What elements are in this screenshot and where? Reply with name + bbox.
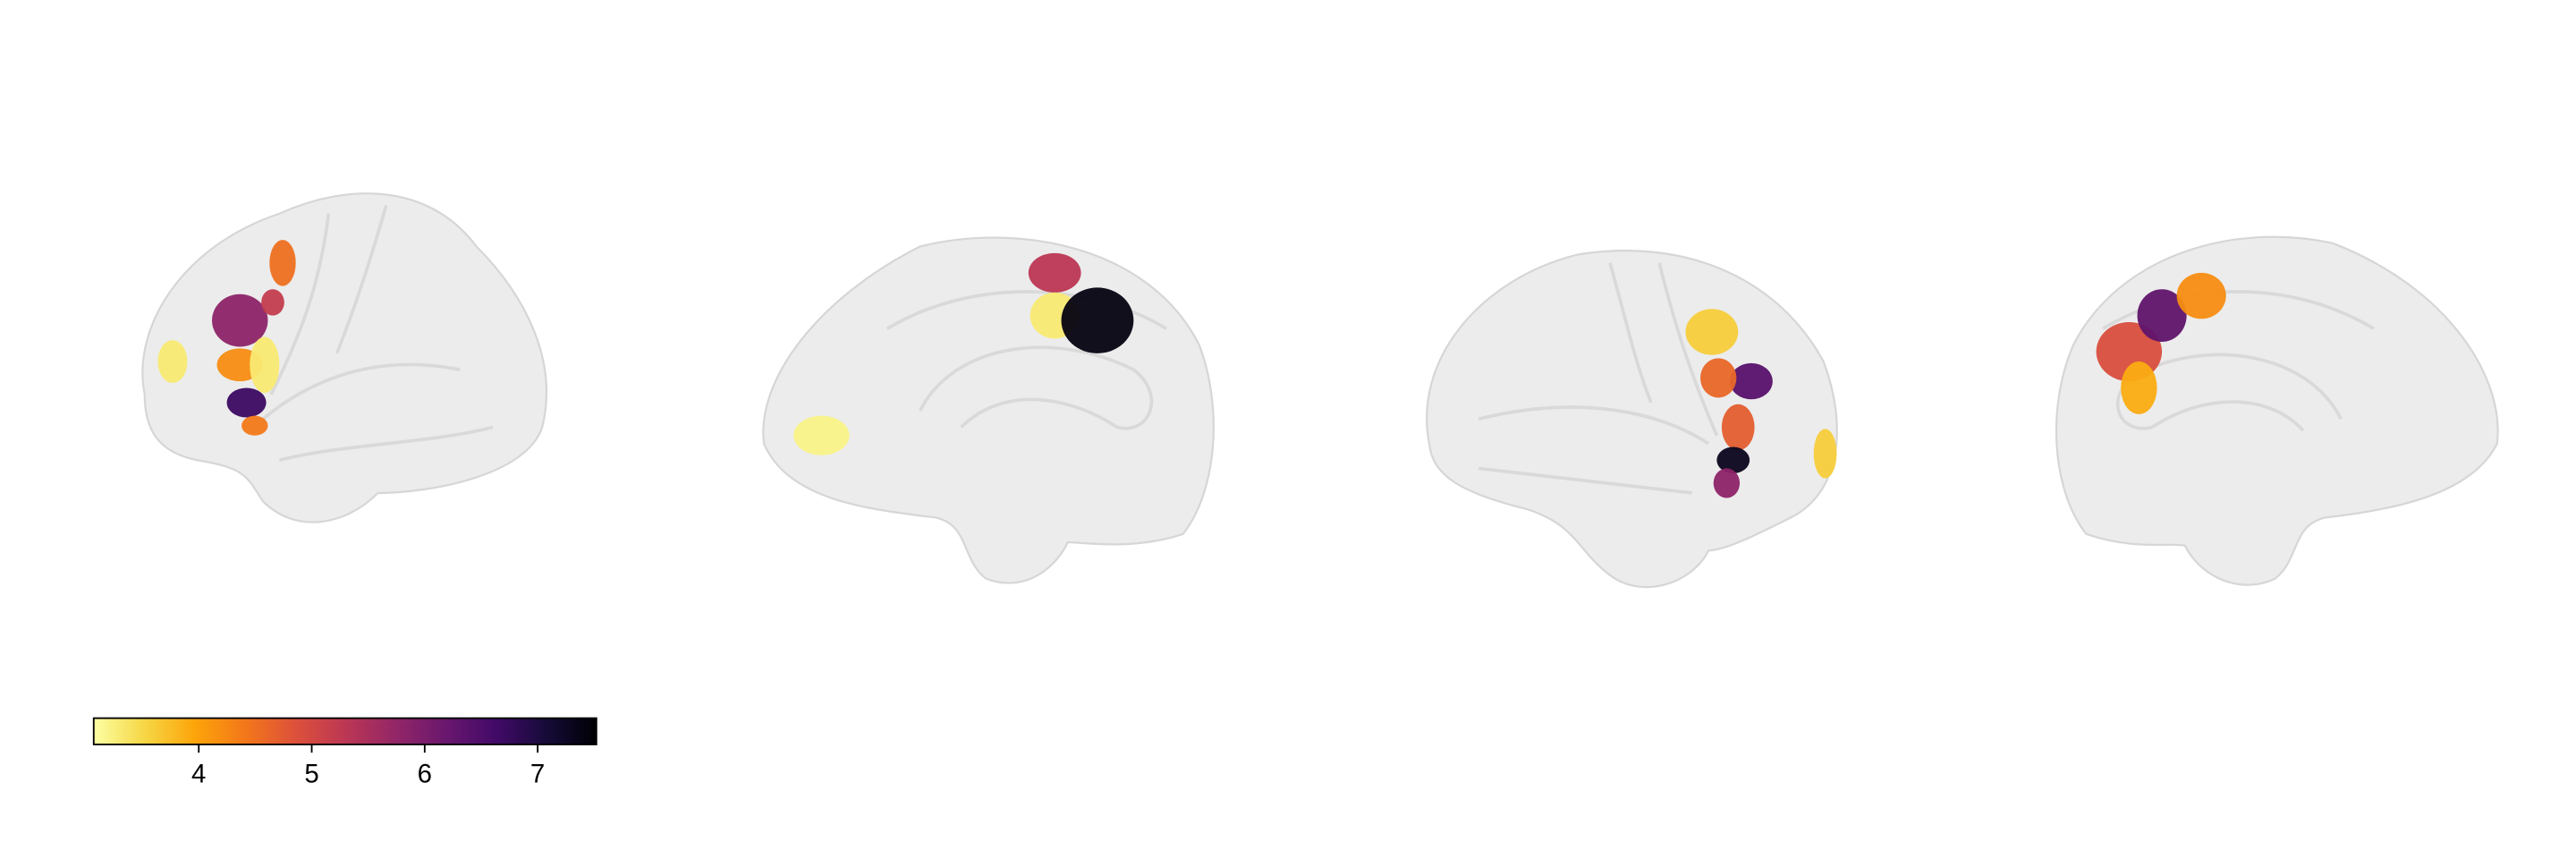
region <box>1713 468 1741 498</box>
region <box>212 293 268 347</box>
region <box>242 415 268 436</box>
brain-regions <box>793 252 1134 455</box>
region <box>250 336 280 393</box>
region <box>1730 362 1773 400</box>
region <box>226 387 267 418</box>
tick-label: 6 <box>418 760 432 789</box>
colorbar <box>92 717 597 745</box>
brain-lateral-left <box>141 192 548 523</box>
brain-lateral-right <box>1426 250 1838 589</box>
region <box>1716 447 1750 473</box>
brain-medial-left <box>762 236 1215 584</box>
region <box>2121 361 2157 414</box>
region <box>1813 429 1837 479</box>
region <box>261 289 284 316</box>
region <box>269 240 296 286</box>
region <box>1028 252 1081 293</box>
region <box>793 415 850 455</box>
region <box>1685 309 1739 355</box>
region <box>157 340 188 383</box>
brain-regions <box>2096 272 2226 414</box>
region <box>1061 287 1134 353</box>
region <box>1721 404 1755 451</box>
region <box>2137 289 2187 343</box>
tick-label: 5 <box>304 760 318 789</box>
brain-regions <box>157 240 296 436</box>
tick-label: 7 <box>530 760 545 789</box>
brain-medial-right <box>2055 235 2499 586</box>
region <box>2176 272 2226 319</box>
tick-label: 4 <box>191 760 206 789</box>
region <box>1699 358 1737 398</box>
brain-regions <box>1685 309 1837 498</box>
